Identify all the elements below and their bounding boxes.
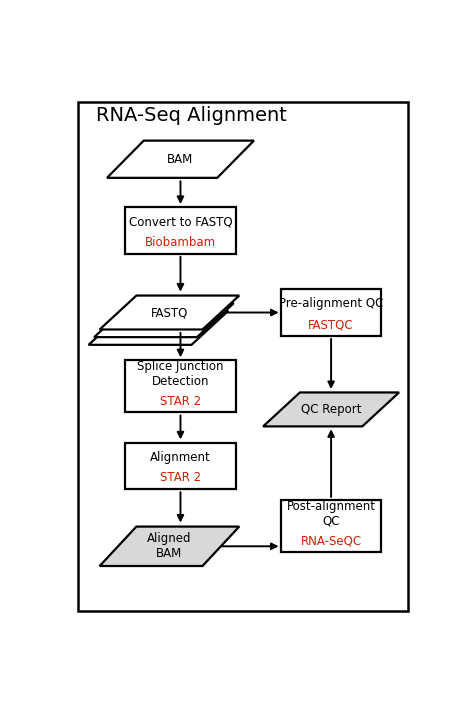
FancyBboxPatch shape bbox=[78, 102, 408, 611]
Text: STAR 2: STAR 2 bbox=[160, 395, 201, 408]
Text: FASTQC: FASTQC bbox=[308, 318, 354, 331]
FancyBboxPatch shape bbox=[282, 500, 381, 552]
Text: Splice Junction
Detection: Splice Junction Detection bbox=[137, 360, 224, 388]
Text: Aligned
BAM: Aligned BAM bbox=[147, 533, 191, 560]
Polygon shape bbox=[100, 527, 239, 566]
Text: QC Report: QC Report bbox=[301, 403, 361, 416]
Text: Convert to FASTQ: Convert to FASTQ bbox=[128, 215, 232, 228]
Text: Biobambam: Biobambam bbox=[145, 236, 216, 249]
Text: RNA-SeQC: RNA-SeQC bbox=[301, 535, 362, 548]
FancyBboxPatch shape bbox=[282, 289, 381, 336]
FancyBboxPatch shape bbox=[125, 442, 236, 489]
Polygon shape bbox=[100, 296, 239, 329]
Polygon shape bbox=[107, 141, 254, 178]
Text: BAM: BAM bbox=[167, 153, 193, 166]
Polygon shape bbox=[94, 303, 234, 337]
FancyBboxPatch shape bbox=[125, 360, 236, 412]
Text: Post-alignment
QC: Post-alignment QC bbox=[287, 500, 375, 528]
Text: Pre-alignment QC: Pre-alignment QC bbox=[279, 297, 383, 310]
FancyBboxPatch shape bbox=[125, 207, 236, 254]
Polygon shape bbox=[263, 392, 399, 427]
Text: STAR 2: STAR 2 bbox=[160, 471, 201, 484]
Polygon shape bbox=[89, 311, 228, 345]
Text: FASTQ: FASTQ bbox=[151, 306, 188, 319]
Text: Alignment: Alignment bbox=[150, 451, 211, 464]
Text: RNA-Seq Alignment: RNA-Seq Alignment bbox=[96, 106, 287, 125]
